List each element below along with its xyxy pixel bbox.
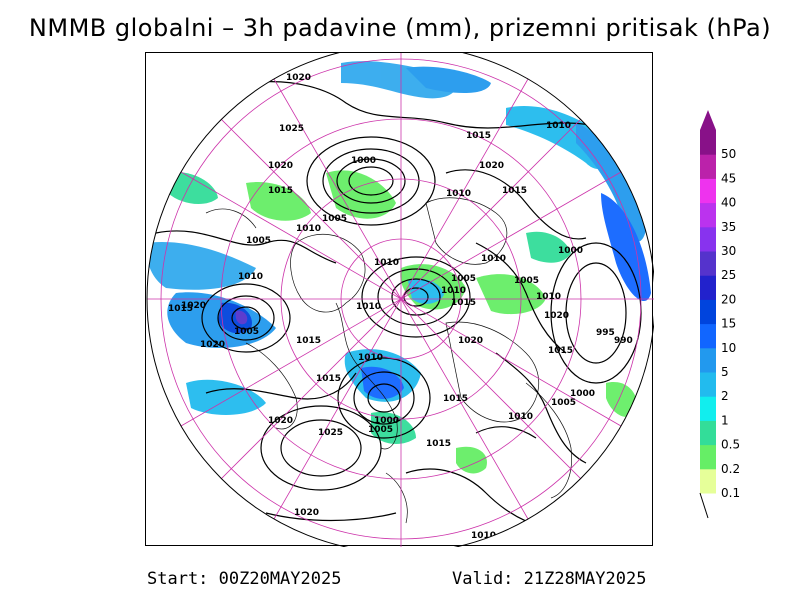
isobar-label: 1005 xyxy=(451,274,476,284)
isobar-label: 1010 xyxy=(536,292,561,302)
isobar-label: 1000 xyxy=(351,156,376,166)
legend-level-label: 0.2 xyxy=(721,462,740,476)
legend-swatch xyxy=(700,251,716,276)
legend-level-label: 25 xyxy=(721,268,736,282)
legend-swatch xyxy=(700,154,716,179)
isobar-label: 1015 xyxy=(466,131,491,141)
precipitation-legend: 0.1 0.2 0.5 1 2 5 10 15 20 25 30 35 40 45 50 xyxy=(697,108,757,528)
isobar-label: 1020 xyxy=(268,416,293,426)
isobar-label: 1010 xyxy=(441,286,466,296)
isobar-label: 1010 xyxy=(446,189,471,199)
legend-swatch xyxy=(700,468,716,494)
isobar-label: 1010 xyxy=(358,353,383,363)
isobar-label: 1010 xyxy=(508,412,533,422)
isobar-label: 1010 xyxy=(481,254,506,264)
legend-level-label: 45 xyxy=(721,171,736,185)
isobar-label: 1010 xyxy=(238,272,263,282)
legend-level-label: 50 xyxy=(721,147,736,161)
isobar-label: 1025 xyxy=(279,124,304,134)
isobar-label: 1005 xyxy=(322,214,347,224)
legend-swatch xyxy=(700,226,716,252)
isobar-label: 1010 xyxy=(296,224,321,234)
isobar-label: 1020 xyxy=(181,301,206,311)
legend-swatch xyxy=(700,372,716,397)
legend-swatch xyxy=(700,202,716,228)
isobar-label: 1015 xyxy=(168,304,193,314)
isobar-label: 1015 xyxy=(268,186,293,196)
legend-level-label: 2 xyxy=(721,389,729,403)
legend-level-label: 5 xyxy=(721,365,729,379)
map-panel: 1020 1025 1020 1015 1010 1005 1000 1010 … xyxy=(145,52,654,547)
precipitation-pressure-map: 1020 1025 1020 1015 1010 1005 1000 1010 … xyxy=(146,53,654,547)
isobar-label: 1015 xyxy=(548,346,573,356)
isobar-label: 1020 xyxy=(286,73,311,83)
isobar-label: 1015 xyxy=(443,394,468,404)
isobar-label: 1010 xyxy=(356,302,381,312)
isobar-label: 1020 xyxy=(294,508,319,518)
graticule xyxy=(147,53,654,547)
isobar-label: 1005 xyxy=(234,327,259,337)
legend-swatch xyxy=(700,323,716,349)
legend-swatch xyxy=(700,420,716,446)
legend-level-label: 0.5 xyxy=(721,438,740,452)
map-boundary xyxy=(146,53,654,547)
isobar-label: 990 xyxy=(614,336,633,346)
legend-swatch xyxy=(700,275,716,300)
isobar-label: 1020 xyxy=(544,311,569,321)
isobar-label: 1010 xyxy=(546,121,571,131)
isobar-label: 1010 xyxy=(471,531,496,541)
forecast-valid-time: Valid: 21Z28MAY2025 xyxy=(452,569,647,589)
legend-swatch xyxy=(700,299,716,325)
legend-swatch xyxy=(700,347,716,373)
isobar-label: 1020 xyxy=(479,161,504,171)
legend-swatch xyxy=(700,444,716,470)
legend-level-label: 0.1 xyxy=(721,486,740,500)
isobar-label: 1020 xyxy=(268,161,293,171)
legend-swatch xyxy=(700,178,716,204)
isobar-label: 1000 xyxy=(558,246,583,256)
isobar-label: 1020 xyxy=(458,336,483,346)
legend-level-label: 35 xyxy=(721,220,736,234)
legend-swatch xyxy=(700,130,716,155)
isobar-label: 1010 xyxy=(374,258,399,268)
map-title: NMMB globalni – 3h padavine (mm), prizem… xyxy=(28,14,772,42)
legend-max-arrow xyxy=(700,110,716,130)
isobar-label: 1000 xyxy=(570,389,595,399)
isobar-label: 1015 xyxy=(296,336,321,346)
legend-level-label: 10 xyxy=(721,341,736,355)
legend-level-label: 15 xyxy=(721,317,736,331)
isobar-label: 1005 xyxy=(551,398,576,408)
isobar-label: 1020 xyxy=(200,340,225,350)
isobar-label: 1015 xyxy=(502,186,527,196)
legend-level-label: 30 xyxy=(721,244,736,258)
legend-level-label: 20 xyxy=(721,292,736,306)
isobar-label: 1000 xyxy=(374,416,399,426)
isobar-label: 1005 xyxy=(368,425,393,435)
isobar-label: 1015 xyxy=(316,374,341,384)
forecast-start-time: Start: 00Z20MAY2025 xyxy=(147,569,342,589)
legend-min-tail xyxy=(699,492,709,519)
isobar-label: 1005 xyxy=(514,276,539,286)
isobar-labels: 1020 1025 1020 1015 1010 1005 1000 1010 … xyxy=(168,73,633,541)
legend-level-label: 1 xyxy=(721,413,729,427)
isobar-label: 1015 xyxy=(451,298,476,308)
legend-level-label: 40 xyxy=(721,196,736,210)
isobar-label: 1015 xyxy=(426,439,451,449)
isobar-label: 995 xyxy=(596,328,615,338)
isobar-label: 1025 xyxy=(318,428,343,438)
legend-swatch xyxy=(700,396,716,421)
isobar-label: 1005 xyxy=(246,236,271,246)
